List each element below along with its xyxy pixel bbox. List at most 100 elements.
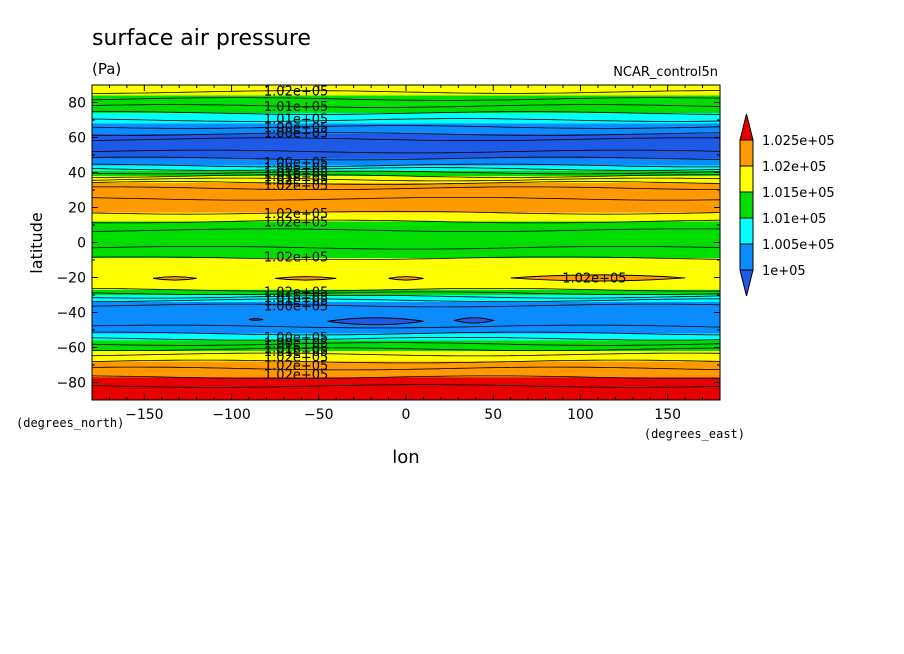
contour-line-25 — [91, 295, 721, 299]
pressure-band-15 — [92, 302, 720, 334]
contour-line-3 — [92, 111, 721, 115]
contour-line-12 — [91, 170, 721, 175]
pressure-band-2 — [92, 113, 720, 124]
contour-label-25: 1.02e+05 — [264, 368, 328, 383]
pressure-band-16 — [92, 333, 720, 341]
contour-line-26 — [92, 298, 720, 302]
contour-label-20: 1.00e+05 — [264, 336, 328, 351]
pressure-band-1 — [92, 95, 720, 113]
contour-cell-6 — [248, 318, 264, 321]
contour-line-22 — [91, 256, 721, 260]
pressure-band-3 — [92, 123, 720, 134]
contour-label-11: 1.02e+05 — [264, 207, 328, 222]
contour-cell-3 — [510, 274, 686, 282]
contour-line-18 — [91, 210, 721, 215]
contour-line-7 — [91, 137, 721, 141]
contour-label-0: 1.02e+05 — [264, 84, 328, 99]
contour-line-34 — [91, 359, 721, 364]
y-axis-ticks: 80 60 40 20 0 −20 −40 −60 −80 — [56, 84, 720, 401]
contour-label-19: 1.00e+05 — [264, 331, 328, 346]
colorbar-label-0: 1.025e+05 — [762, 134, 835, 149]
pressure-band-8 — [92, 176, 720, 183]
contour-line-2 — [91, 104, 721, 108]
contour-line-4 — [91, 118, 721, 122]
contour-line-36 — [91, 375, 720, 379]
contour-line-35 — [91, 366, 721, 371]
contour-label-16: 1.01e+05 — [264, 291, 328, 306]
contour-line-23 — [91, 288, 720, 292]
dataset-label: NCAR_control5n — [613, 65, 718, 80]
contour-labels: 1.02e+051.01e+051.01e+051.00e+051.00e+05… — [264, 84, 627, 383]
contour-line-8 — [91, 149, 721, 154]
contour-label-8: 1.01e+05 — [264, 170, 328, 185]
y-tick-label-7: −60 — [56, 341, 86, 357]
colorbar-label-5: 1e+05 — [762, 264, 806, 279]
contour-lines — [91, 90, 721, 388]
y-tick-label-6: −40 — [56, 306, 86, 322]
contour-label-13: 1.02e+05 — [264, 251, 328, 266]
contour-line-0 — [92, 90, 720, 94]
pressure-band-17 — [92, 340, 720, 351]
pressure-band-18 — [92, 351, 720, 362]
x-tick-label-3: 0 — [402, 407, 411, 423]
contour-line-28 — [91, 324, 721, 329]
contour-line-6 — [91, 132, 721, 136]
contour-label-6: 1.00e+05 — [264, 161, 328, 176]
y-units-label: (degrees_north) — [16, 416, 124, 430]
contour-line-21 — [91, 246, 721, 250]
colorbar-segment-5 — [739, 243, 754, 271]
y-tick-label-4: 0 — [77, 236, 86, 252]
contour-label-1: 1.01e+05 — [264, 100, 328, 115]
contour-line-9 — [91, 156, 721, 161]
pressure-band-12 — [92, 258, 720, 290]
contour-line-29 — [92, 331, 721, 336]
y-axis-label: latitude — [27, 212, 46, 273]
contour-line-11 — [91, 167, 721, 171]
contour-line-10 — [91, 163, 720, 168]
y-tick-label-5: −20 — [56, 271, 86, 287]
contour-line-5 — [91, 125, 721, 129]
contour-line-24 — [91, 291, 721, 295]
x-tick-label-2: −50 — [304, 407, 334, 423]
x-axis-ticks: −150 −100 −50 0 50 100 150 — [108, 85, 704, 423]
contour-label-23: 1.02e+05 — [264, 350, 328, 365]
chart-title: surface air pressure — [92, 26, 311, 51]
plot-area: 1.02e+051.01e+051.01e+051.00e+051.00e+05… — [91, 84, 721, 401]
contour-line-19 — [92, 219, 721, 224]
x-axis-label: lon — [392, 447, 419, 468]
pressure-band-14 — [92, 295, 720, 302]
x-tick-label-6: 150 — [654, 407, 681, 423]
pressure-band-6 — [92, 165, 720, 171]
contour-label-3: 1.00e+05 — [264, 121, 328, 136]
y-tick-label-8: −80 — [56, 376, 86, 392]
colorbar-label-3: 1.01e+05 — [762, 212, 826, 227]
contour-line-17 — [91, 197, 721, 201]
contour-label-15: 1.02e+05 — [264, 286, 328, 301]
x-tick-label-4: 50 — [484, 407, 502, 423]
x-tick-label-1: −100 — [212, 407, 250, 423]
contour-line-33 — [91, 352, 721, 357]
colorbar-segment-4 — [739, 217, 754, 245]
contour-line-16 — [92, 186, 720, 190]
pressure-band-13 — [92, 289, 720, 295]
pressure-band-7 — [92, 170, 720, 176]
contour-line-37 — [91, 384, 721, 388]
contour-cell-2 — [388, 276, 424, 281]
contour-label-14: 1.02e+05 — [562, 272, 626, 287]
pressure-band-4 — [92, 134, 720, 159]
colorbar-bottom-triangle — [739, 269, 754, 297]
pressure-band-11 — [92, 221, 720, 259]
contour-label-4: 1.00e+05 — [264, 126, 328, 141]
contour-label-24: 1.02e+05 — [264, 359, 328, 374]
contour-line-30 — [91, 337, 721, 341]
contour-label-9: 1.02e+05 — [264, 174, 328, 189]
x-units-label: (degrees_east) — [644, 427, 745, 441]
colorbar-segment-2 — [739, 165, 754, 193]
contour-label-7: 1.01e+05 — [264, 167, 328, 182]
contour-cell-5 — [452, 317, 496, 324]
pressure-bands — [92, 85, 720, 400]
y-tick-label-3: 20 — [68, 201, 86, 217]
y-tick-label-2: 40 — [68, 166, 86, 182]
contour-line-1 — [91, 97, 721, 101]
